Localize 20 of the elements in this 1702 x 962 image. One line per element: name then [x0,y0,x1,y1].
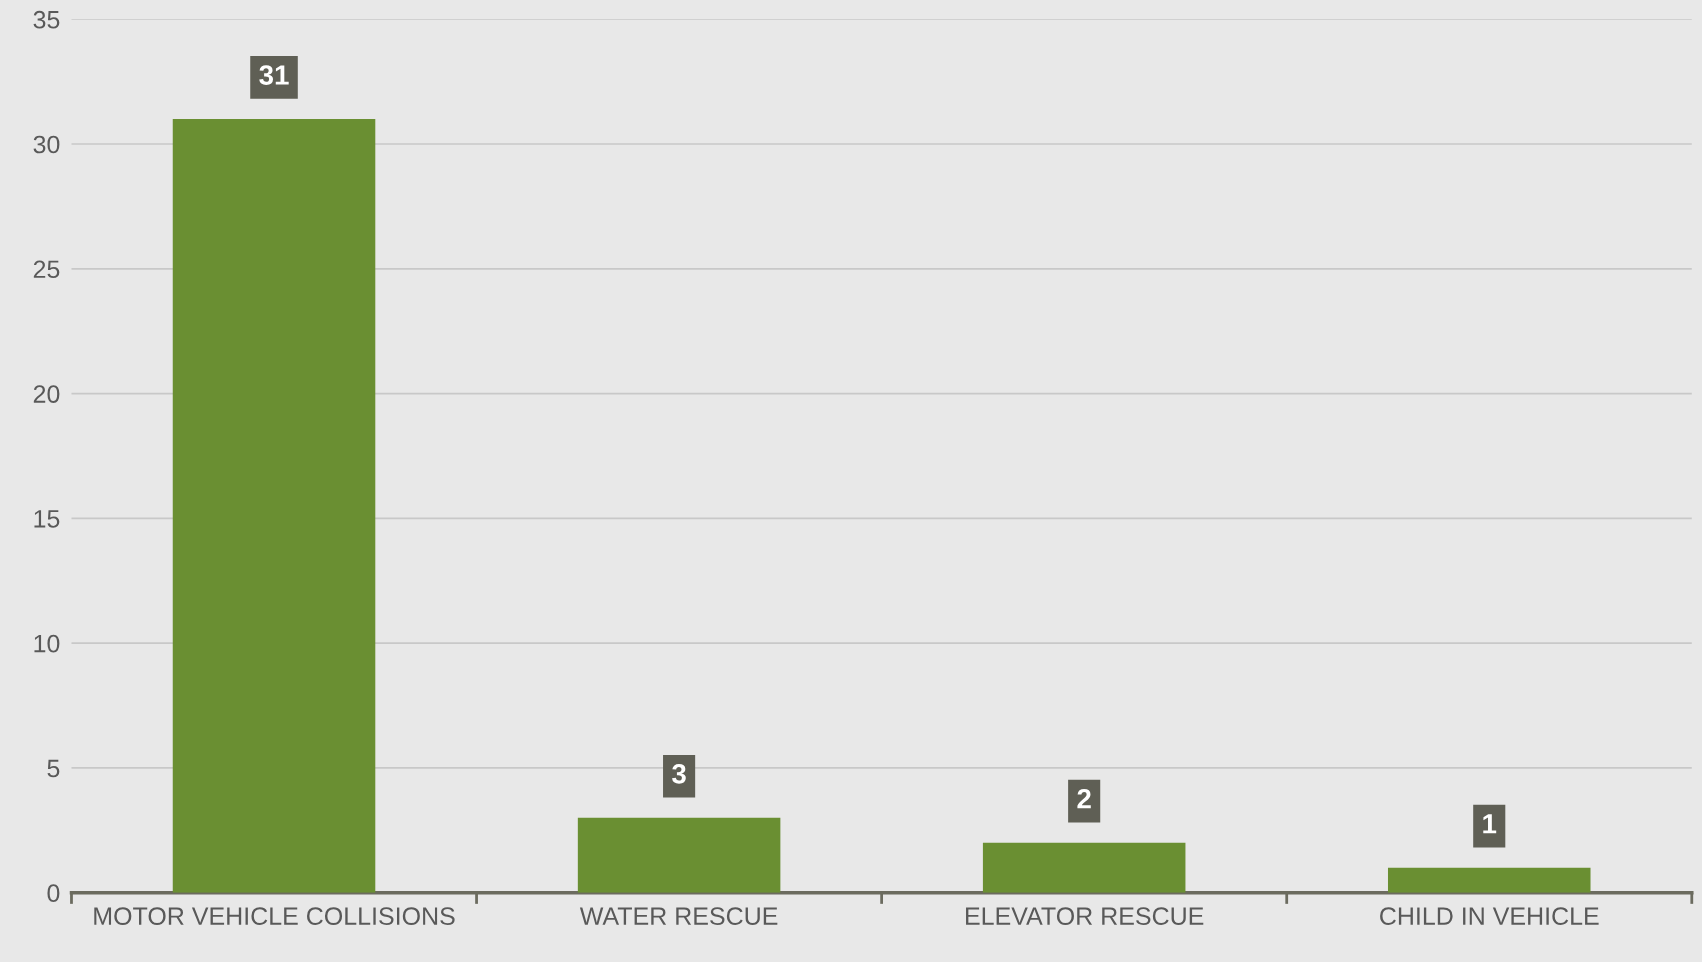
bar [172,119,376,893]
y-tick-label: 10 [34,634,60,653]
y-tick-label: 25 [33,260,60,279]
y-tick-label: 5 [47,759,60,778]
x-tick-label: MOTOR VEHICLE COLLISIONS [94,907,455,925]
x-tick-label: CHILD IN VEHICLE [1380,907,1599,925]
bar [1387,867,1591,893]
bar [577,817,781,893]
x-tick-label: WATER RESCUE [579,907,778,925]
y-tick-label: 20 [33,385,60,403]
y-tick-label: 0 [47,884,60,903]
y-tick-label: 30 [33,135,60,154]
y-tick-label: 15 [34,510,60,528]
bar [982,842,1186,893]
x-tick-label: ELEVATOR RESCUE [966,907,1204,925]
data-label: 3 [672,763,686,784]
data-label: 2 [1077,788,1091,809]
y-tick-label: 35 [33,10,60,29]
data-label: 31 [259,65,289,85]
data-label: 1 [1483,814,1497,834]
